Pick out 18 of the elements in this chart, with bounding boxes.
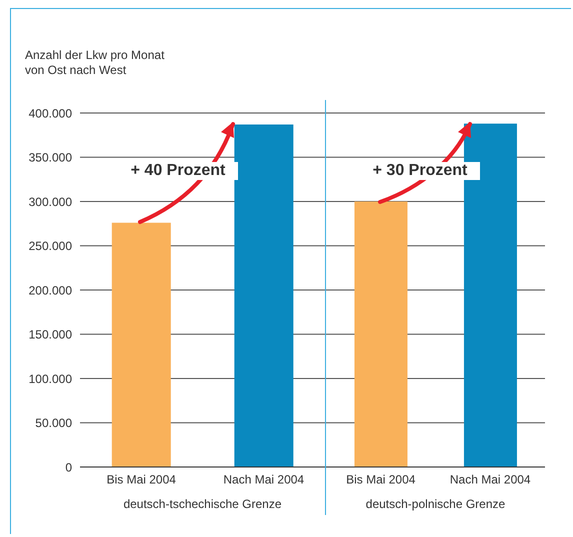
annotation: + 40 Prozent <box>118 162 238 180</box>
x-tick-label: Bis Mai 2004 <box>346 472 416 487</box>
x-tick-label: Nach Mai 2004 <box>223 472 304 487</box>
annotation: + 30 Prozent <box>360 162 480 180</box>
y-tick-label: 300.000 <box>28 194 72 209</box>
y-tick-label: 150.000 <box>28 328 72 342</box>
x-axis-title: deutsch-polnische Grenze <box>366 497 506 511</box>
y-tick-label: 0 <box>65 460 72 474</box>
x-tick-label: Bis Mai 2004 <box>106 472 176 487</box>
y-tick-label: 400.000 <box>28 106 72 120</box>
y-tick-label: 200.000 <box>28 283 72 298</box>
y-tick-label: 50.000 <box>35 416 72 430</box>
x-tick-label: Nach Mai 2004 <box>450 472 531 487</box>
y-tick-label: 100.000 <box>28 372 72 386</box>
y-axis-title: Anzahl der Lkw pro Monat von Ost nach West <box>25 48 164 78</box>
y-tick-label: 350.000 <box>28 150 72 165</box>
y-tick-label: 250.000 <box>28 239 72 254</box>
x-axis-title: deutsch-tschechische Grenze <box>123 497 282 511</box>
